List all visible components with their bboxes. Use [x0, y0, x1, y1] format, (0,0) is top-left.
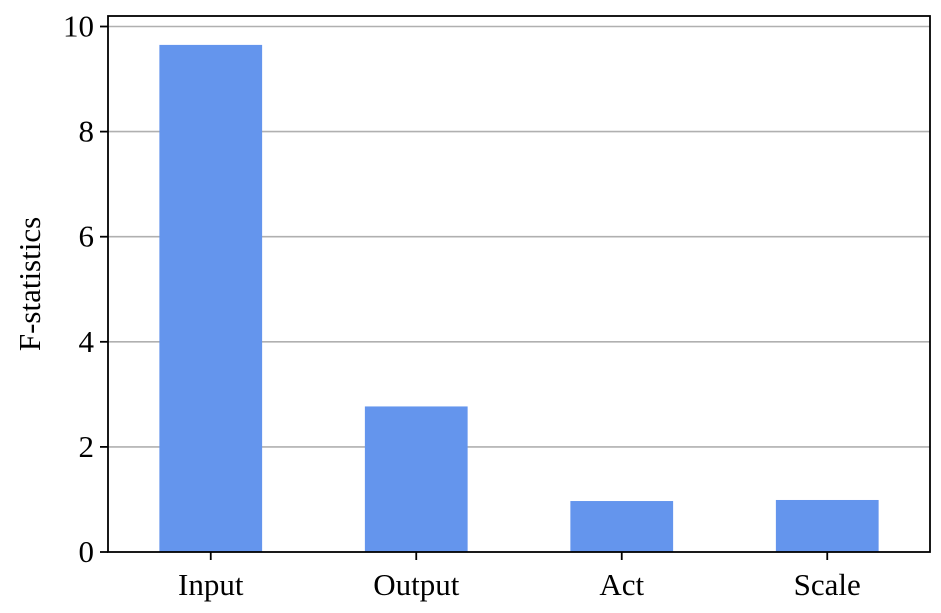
x-tick-label: Input: [178, 567, 244, 602]
x-tick-label: Scale: [794, 567, 861, 602]
y-tick-label: 10: [63, 9, 94, 44]
bar-act: [570, 501, 674, 552]
bar-input: [159, 44, 263, 552]
x-axis-ticks: Input Output Act Scale: [178, 552, 861, 602]
x-tick-label: Output: [373, 567, 460, 602]
y-axis-ticks: 0 2 4 6 8 10: [63, 9, 108, 569]
y-tick-label: 6: [79, 219, 95, 254]
y-tick-label: 8: [79, 114, 95, 149]
bar-scale: [775, 499, 879, 552]
y-tick-label: 4: [79, 324, 95, 359]
bar-output: [364, 406, 468, 552]
y-tick-label: 0: [79, 534, 95, 569]
y-tick-label: 2: [79, 429, 95, 464]
x-tick-label: Act: [599, 567, 644, 602]
plot-frame: [107, 15, 931, 553]
bars: [159, 44, 879, 552]
y-axis-label: F-statistics: [12, 217, 47, 351]
